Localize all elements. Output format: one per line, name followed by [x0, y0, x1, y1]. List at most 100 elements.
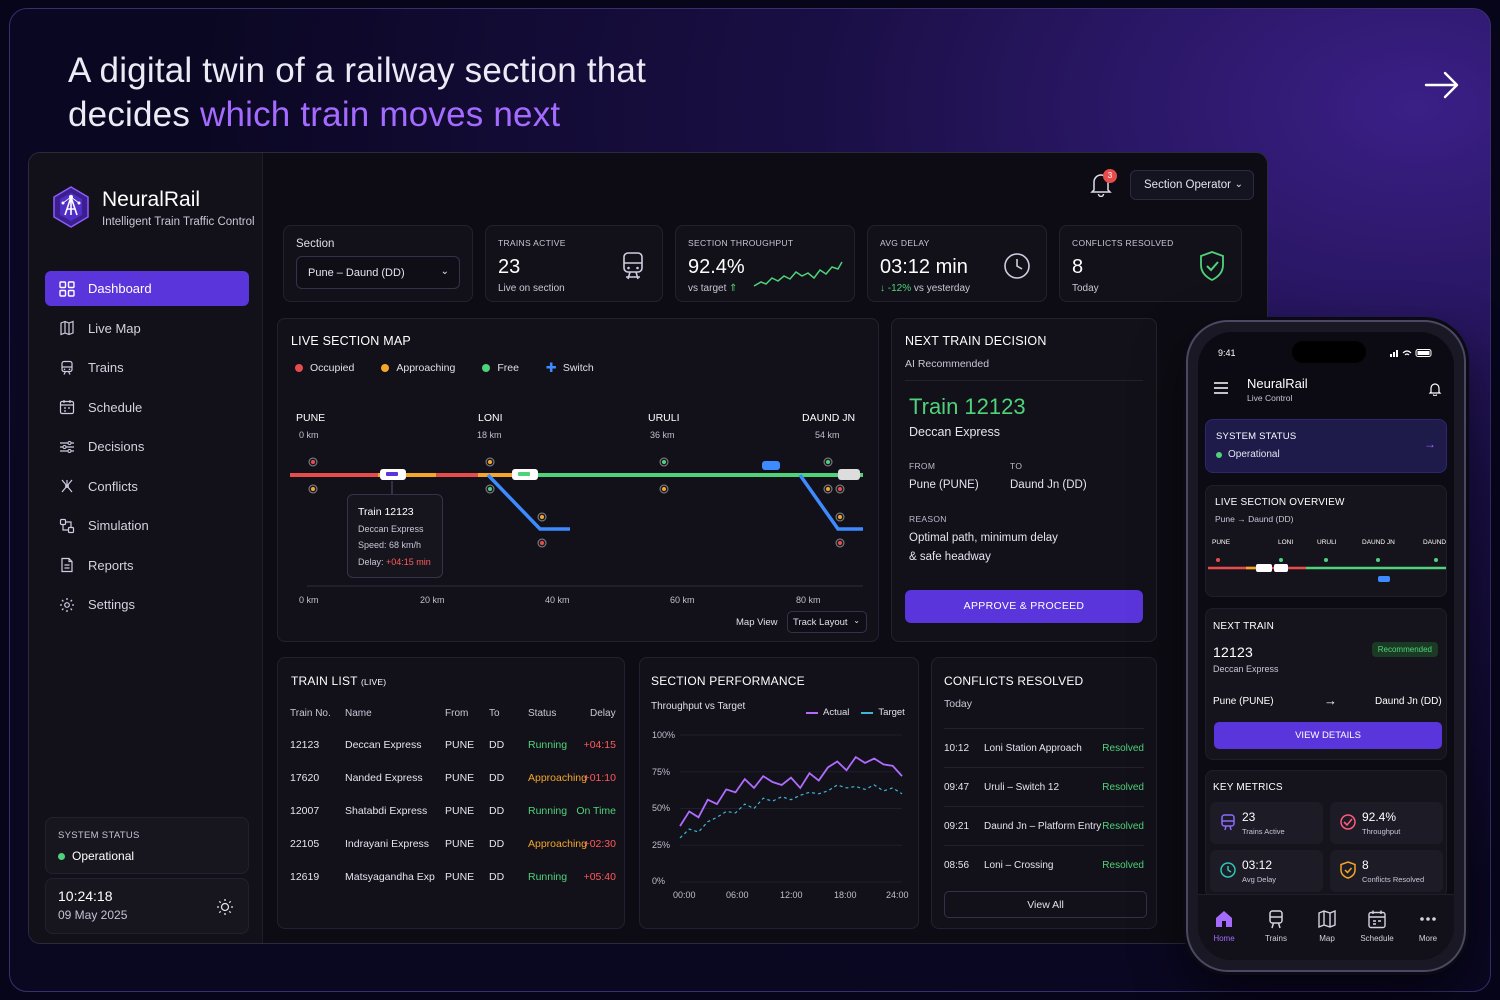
phone-status-row: Operational	[1216, 449, 1280, 460]
train-icon	[1269, 910, 1283, 929]
panel-title: TRAIN LIST (LIVE)	[291, 674, 386, 688]
reason-label: REASON	[909, 514, 947, 524]
train-from: PUNE	[445, 739, 475, 751]
tab-label: More	[1418, 934, 1438, 943]
track-layout-select[interactable]: Track Layout ⌄	[787, 611, 867, 633]
system-status-card: SYSTEM STATUS Operational	[45, 817, 249, 874]
panel-title: SECTION PERFORMANCE	[651, 674, 805, 688]
panel-title: NEXT TRAIN DECISION	[905, 334, 1047, 348]
conflict-row[interactable]: 08:56 Loni – Crossing Resolved	[944, 845, 1144, 883]
chevron-down-icon: ⌄	[853, 616, 860, 625]
kpi-section-throughput: SECTION THROUGHPUT 92.4% vs target ⇑	[675, 225, 855, 302]
metric-conflicts-resolved[interactable]: 8 Conflicts Resolved	[1330, 850, 1443, 892]
shield-check-icon	[1200, 251, 1224, 282]
kpi-change: -12%	[887, 283, 912, 294]
divider	[905, 380, 1143, 381]
clock-icon	[1004, 253, 1030, 279]
metric-label: Throughput	[1362, 827, 1401, 836]
y-tick: 50%	[652, 803, 671, 813]
sidebar-item-label: Live Map	[88, 320, 141, 336]
sidebar-item-settings[interactable]: Settings	[45, 587, 249, 622]
conflict-place: Loni – Crossing	[984, 860, 1054, 871]
clock-time: 10:24:18	[58, 888, 113, 904]
station-km: 18 km	[477, 430, 502, 440]
sidebar-item-trains[interactable]: Trains	[45, 350, 249, 385]
conflict-row[interactable]: 10:12 Loni Station Approach Resolved	[944, 728, 1144, 766]
from-value: Pune (PUNE)	[909, 479, 979, 491]
kpi-label: AVG DELAY	[880, 238, 930, 248]
map-view-label: Map View	[736, 617, 778, 628]
decision-subtitle: AI Recommended	[905, 358, 990, 370]
reason-line-2: & safe headway	[909, 551, 991, 563]
phone-system-status-card[interactable]: SYSTEM STATUS Operational →	[1205, 419, 1447, 473]
column-header: Train No.	[290, 708, 331, 719]
bell-icon[interactable]	[1428, 381, 1442, 396]
system-status-row: Operational	[58, 849, 236, 863]
dashboard-icon	[59, 280, 75, 297]
train-delay: +04:15	[583, 739, 616, 751]
sidebar-item-live-map[interactable]: Live Map	[45, 311, 249, 346]
kpi-label: CONFLICTS RESOLVED	[1072, 238, 1174, 248]
metric-trains-active[interactable]: 23 Trains Active	[1210, 802, 1323, 844]
metric-throughput[interactable]: 92.4% Throughput	[1330, 802, 1443, 844]
station-km: 54 km	[815, 430, 840, 440]
sidebar-item-decisions[interactable]: Decisions	[45, 429, 249, 464]
operator-dropdown[interactable]: Section Operator ⌄	[1130, 170, 1254, 200]
x-tick: 00:00	[673, 890, 696, 900]
headline: A digital twin of a railway section that…	[68, 49, 646, 137]
legend-target: Target	[878, 707, 905, 718]
legend-label: Approaching	[396, 362, 456, 374]
sidebar-item-simulation[interactable]: Simulation	[45, 508, 249, 543]
train-status: Running	[528, 739, 568, 751]
sun-icon[interactable]	[216, 898, 234, 916]
view-all-button[interactable]: View All	[944, 891, 1147, 918]
column-header: From	[445, 708, 469, 719]
legend-dot	[381, 364, 390, 372]
tab-schedule[interactable]: Schedule	[1352, 909, 1402, 943]
section-select[interactable]: Pune – Daund (DD) ⌄	[296, 256, 460, 289]
arrow-right-icon[interactable]	[1422, 69, 1462, 101]
approve-proceed-button[interactable]: APPROVE & PROCEED	[905, 590, 1143, 623]
hamburger-menu-icon[interactable]	[1214, 382, 1228, 394]
dynamic-island	[1292, 341, 1366, 363]
sidebar-item-schedule[interactable]: Schedule	[45, 390, 249, 425]
to-label: TO	[1010, 461, 1023, 471]
train-delay: +05:40	[583, 871, 616, 883]
sparkline	[753, 261, 843, 287]
view-details-button[interactable]: VIEW DETAILS	[1214, 722, 1442, 749]
conflict-row[interactable]: 09:21 Daund Jn – Platform Entry Resolved	[944, 806, 1144, 844]
status-dot	[58, 852, 65, 860]
legend-dot	[295, 364, 303, 372]
phone-station: URULI	[1317, 539, 1337, 546]
conflict-place: Daund Jn – Platform Entry	[984, 821, 1102, 832]
train-icon	[61, 360, 73, 375]
legend-actual: Actual	[823, 707, 850, 718]
tab-home[interactable]: Home	[1199, 909, 1249, 943]
tab-map[interactable]: Map	[1302, 909, 1352, 943]
sidebar-item-dashboard[interactable]: Dashboard	[45, 271, 249, 306]
tab-more[interactable]: More	[1403, 909, 1453, 943]
conflict-time: 10:12	[944, 743, 970, 754]
phone-live-overview-card: LIVE SECTION OVERVIEW Pune → Daund (DD) …	[1205, 485, 1447, 597]
map-icon	[1318, 909, 1336, 929]
sidebar-item-conflicts[interactable]: Conflicts	[45, 469, 249, 504]
metric-avg-delay[interactable]: 03:12 Avg Delay	[1210, 850, 1323, 892]
metric-label: Conflicts Resolved	[1362, 875, 1425, 884]
switch-icon: ✚	[545, 360, 557, 375]
arrow-right-icon: →	[1424, 437, 1436, 451]
phone-screen: 9:41 NeuralRail Live Control SYSTEM STAT…	[1198, 332, 1454, 960]
brand-name: NeuralRail	[102, 188, 201, 211]
column-header: Status	[528, 708, 557, 719]
conflict-row[interactable]: 09:47 Uruli – Switch 12 Resolved	[944, 767, 1144, 805]
conflict-status: Resolved	[1102, 743, 1144, 754]
train-name: Shatabdi Express	[345, 805, 428, 817]
tab-trains[interactable]: Trains	[1251, 909, 1301, 943]
legend-approaching: Approaching	[381, 362, 455, 374]
train-name: Deccan Express	[345, 739, 422, 751]
train-marker	[762, 461, 780, 470]
chart-subtitle: Throughput vs Target	[651, 701, 746, 712]
up-arrow-icon: ⇑	[729, 283, 738, 294]
station-km: 0 km	[299, 430, 319, 440]
sidebar-item-reports[interactable]: Reports	[45, 548, 249, 583]
throughput-chart	[679, 734, 903, 883]
